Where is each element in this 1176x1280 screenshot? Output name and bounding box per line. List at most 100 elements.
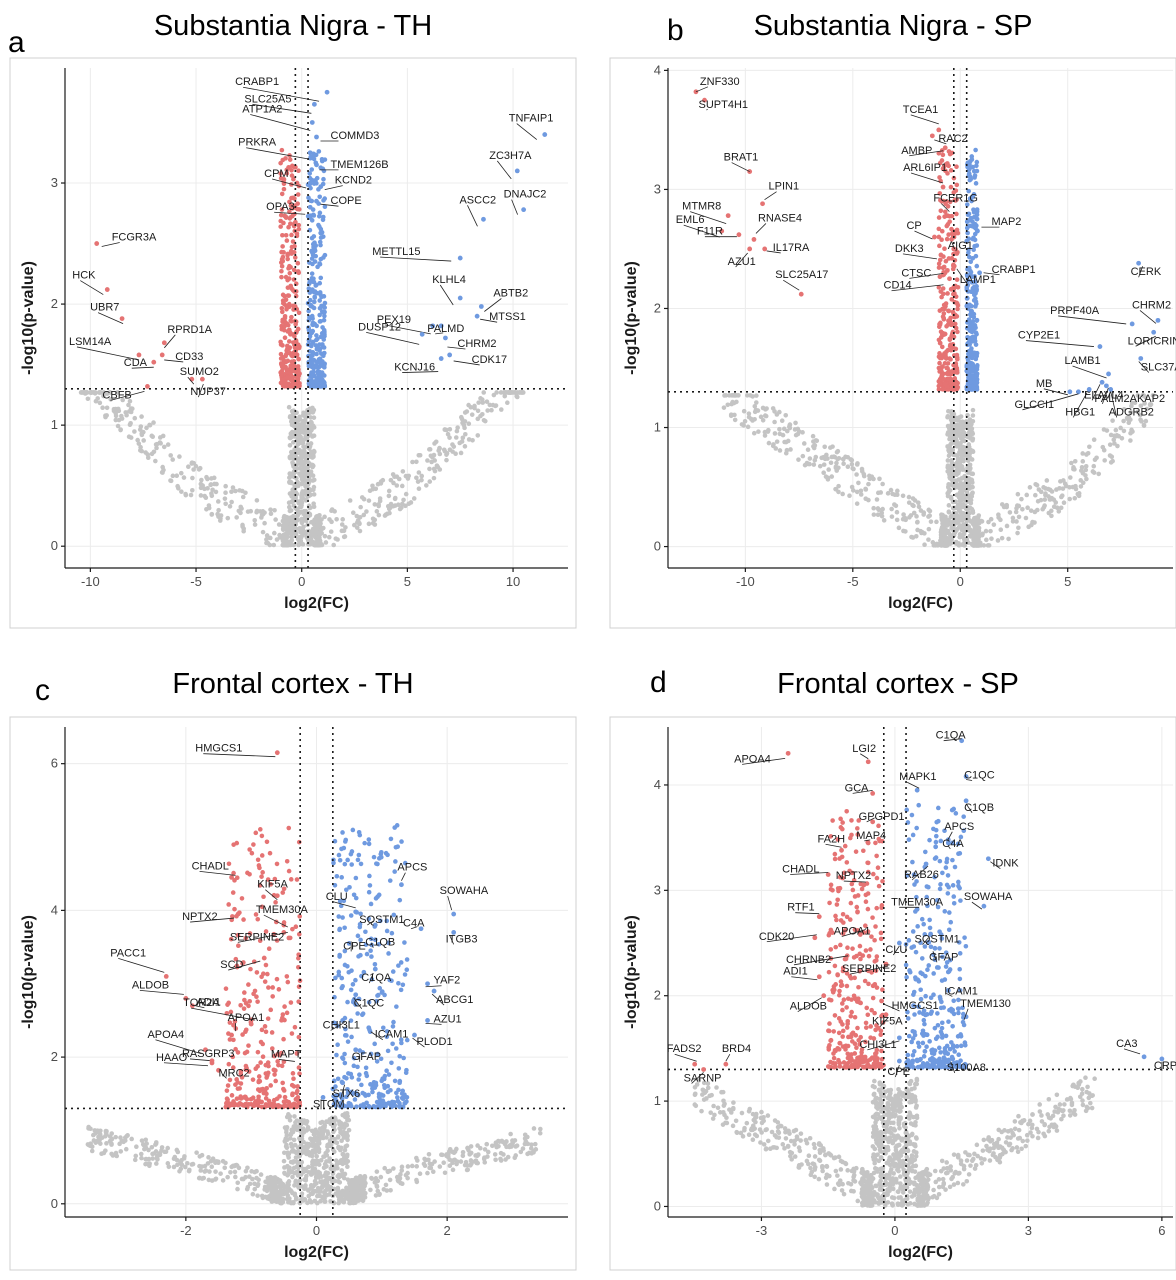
panel-a-point-labeled: [145, 384, 150, 389]
panel-b-point-ns: [725, 402, 730, 407]
panel-a-gene-label: PRKRA: [238, 137, 277, 149]
panel-a-point-down: [295, 201, 300, 206]
panel-a-point-down: [289, 233, 294, 238]
panel-a-point-ns: [370, 483, 375, 488]
panel-b-point-ns: [1077, 494, 1082, 499]
panel-b-point-ns: [1128, 438, 1133, 443]
panel-b-point-down: [955, 381, 960, 386]
panel-c-point-ns: [322, 1154, 327, 1159]
panel-b-point-ns: [877, 477, 882, 482]
panel-a-point-up: [323, 157, 328, 162]
panel-c-point-ns: [252, 1187, 257, 1192]
panel-c-point-ns: [343, 1122, 348, 1127]
panel-a-point-labeled: [310, 120, 315, 125]
panel-c-point-ns: [503, 1157, 508, 1162]
panel-c-point-ns: [282, 1150, 287, 1155]
panel-a-point-labeled: [481, 217, 486, 222]
panel-b-point-ns: [960, 476, 965, 481]
panel-b-point-ns: [841, 461, 846, 466]
panel-c-point-ns: [313, 1167, 318, 1172]
panel-a-point-ns: [209, 491, 214, 496]
panel-a-point-down: [286, 370, 291, 375]
panel-c-point-ns: [343, 1111, 348, 1116]
panel-b-point-down: [947, 309, 952, 314]
panel-b-point-ns: [771, 444, 776, 449]
panel-a-point-ns: [367, 498, 372, 503]
panel-b-point-ns: [911, 504, 916, 509]
panel-a-point-ns: [480, 412, 485, 417]
panel-b-point-down: [955, 301, 960, 306]
panel-a-point-ns: [177, 454, 182, 459]
panel-c-point-ns: [475, 1153, 480, 1158]
panel-c-point-ns: [275, 1196, 280, 1201]
panel-a-point-up: [322, 351, 327, 356]
panel-c-point-ns: [289, 1132, 294, 1137]
panel-b-point-ns: [895, 510, 900, 515]
panel-a-point-up: [313, 248, 318, 253]
panel-c-point-down: [281, 1037, 286, 1042]
panel-a-point-ns: [348, 498, 353, 503]
panel-c-point-ns: [375, 1169, 380, 1174]
panel-a-point-ns: [299, 423, 304, 428]
panel-a-point-ns: [360, 495, 365, 500]
panel-b-point-labeled: [945, 213, 950, 218]
panel-b-point-ns: [945, 415, 950, 420]
panel-a-point-ns: [443, 449, 448, 454]
panel-c-point-down: [255, 970, 260, 975]
panel-c-point-down: [255, 999, 260, 1004]
panel-c-point-ns: [427, 1166, 432, 1171]
panel-a-point-ns: [318, 532, 323, 537]
panel-b-point-ns: [954, 432, 959, 437]
panel-b-point-ns: [971, 408, 976, 413]
panel-c-point-ns: [265, 1189, 270, 1194]
panel-c-point-ns: [234, 1163, 239, 1168]
panel-a-point-ns: [240, 489, 245, 494]
panel-a-point-down: [280, 310, 285, 315]
panel-a-point-down: [280, 343, 285, 348]
panel-b-point-ns: [1002, 505, 1007, 510]
panel-b-point-labeled: [752, 237, 757, 242]
panel-b-point-ns: [971, 449, 976, 454]
panel-a-x-tick-label: 0: [298, 574, 305, 589]
panel-c-point-ns: [501, 1152, 506, 1157]
panel-a-point-labeled: [521, 207, 526, 212]
panel-b-point-down: [944, 324, 949, 329]
panel-a-point-ns: [329, 508, 334, 513]
panel-b-point-up: [974, 318, 979, 323]
panel-b-point-down: [938, 381, 943, 386]
panel-c-point-ns: [144, 1141, 149, 1146]
panel-b-point-ns: [1006, 537, 1011, 542]
panel-b-point-ns: [1019, 497, 1024, 502]
panel-b-point-ns: [1080, 451, 1085, 456]
panel-a-point-ns: [454, 435, 459, 440]
panel-a-y-tick-label: 1: [51, 417, 58, 432]
panel-a-point-ns: [316, 540, 321, 545]
panel-c-point-ns: [484, 1142, 489, 1147]
panel-c-point-ns: [316, 1175, 321, 1180]
panel-b-point-ns: [847, 493, 852, 498]
panel-c-point-ns: [345, 1135, 350, 1140]
panel-b-point-ns: [1047, 511, 1052, 516]
panel-b-point-up: [972, 298, 977, 303]
panel-c-point-ns: [289, 1128, 294, 1133]
panel-a-x-tick-label: -5: [190, 574, 202, 589]
panel-a-point-ns: [388, 505, 393, 510]
panel-a-point-ns: [248, 509, 253, 514]
panel-c-point-ns: [382, 1187, 387, 1192]
panel-b-point-ns: [775, 439, 780, 444]
panel-a-point-ns: [264, 541, 269, 546]
panel-a-point-ns: [391, 472, 396, 477]
panel-b-point-up: [969, 374, 974, 379]
panel-a-point-ns: [324, 540, 329, 545]
panel-a-point-ns: [475, 433, 480, 438]
panel-a-point-ns: [168, 478, 173, 483]
panel-a-point-down: [289, 168, 294, 173]
panel-c-point-ns: [154, 1141, 159, 1146]
panel-a-point-up: [309, 384, 314, 389]
panel-b-point-ns: [975, 543, 980, 548]
panel-c-point-ns: [292, 1114, 297, 1119]
panel-a-point-ns: [334, 517, 339, 522]
panel-b-point-ns: [915, 520, 920, 525]
panel-c-point-ns: [133, 1158, 138, 1163]
panel-c-point-down: [230, 1093, 235, 1098]
